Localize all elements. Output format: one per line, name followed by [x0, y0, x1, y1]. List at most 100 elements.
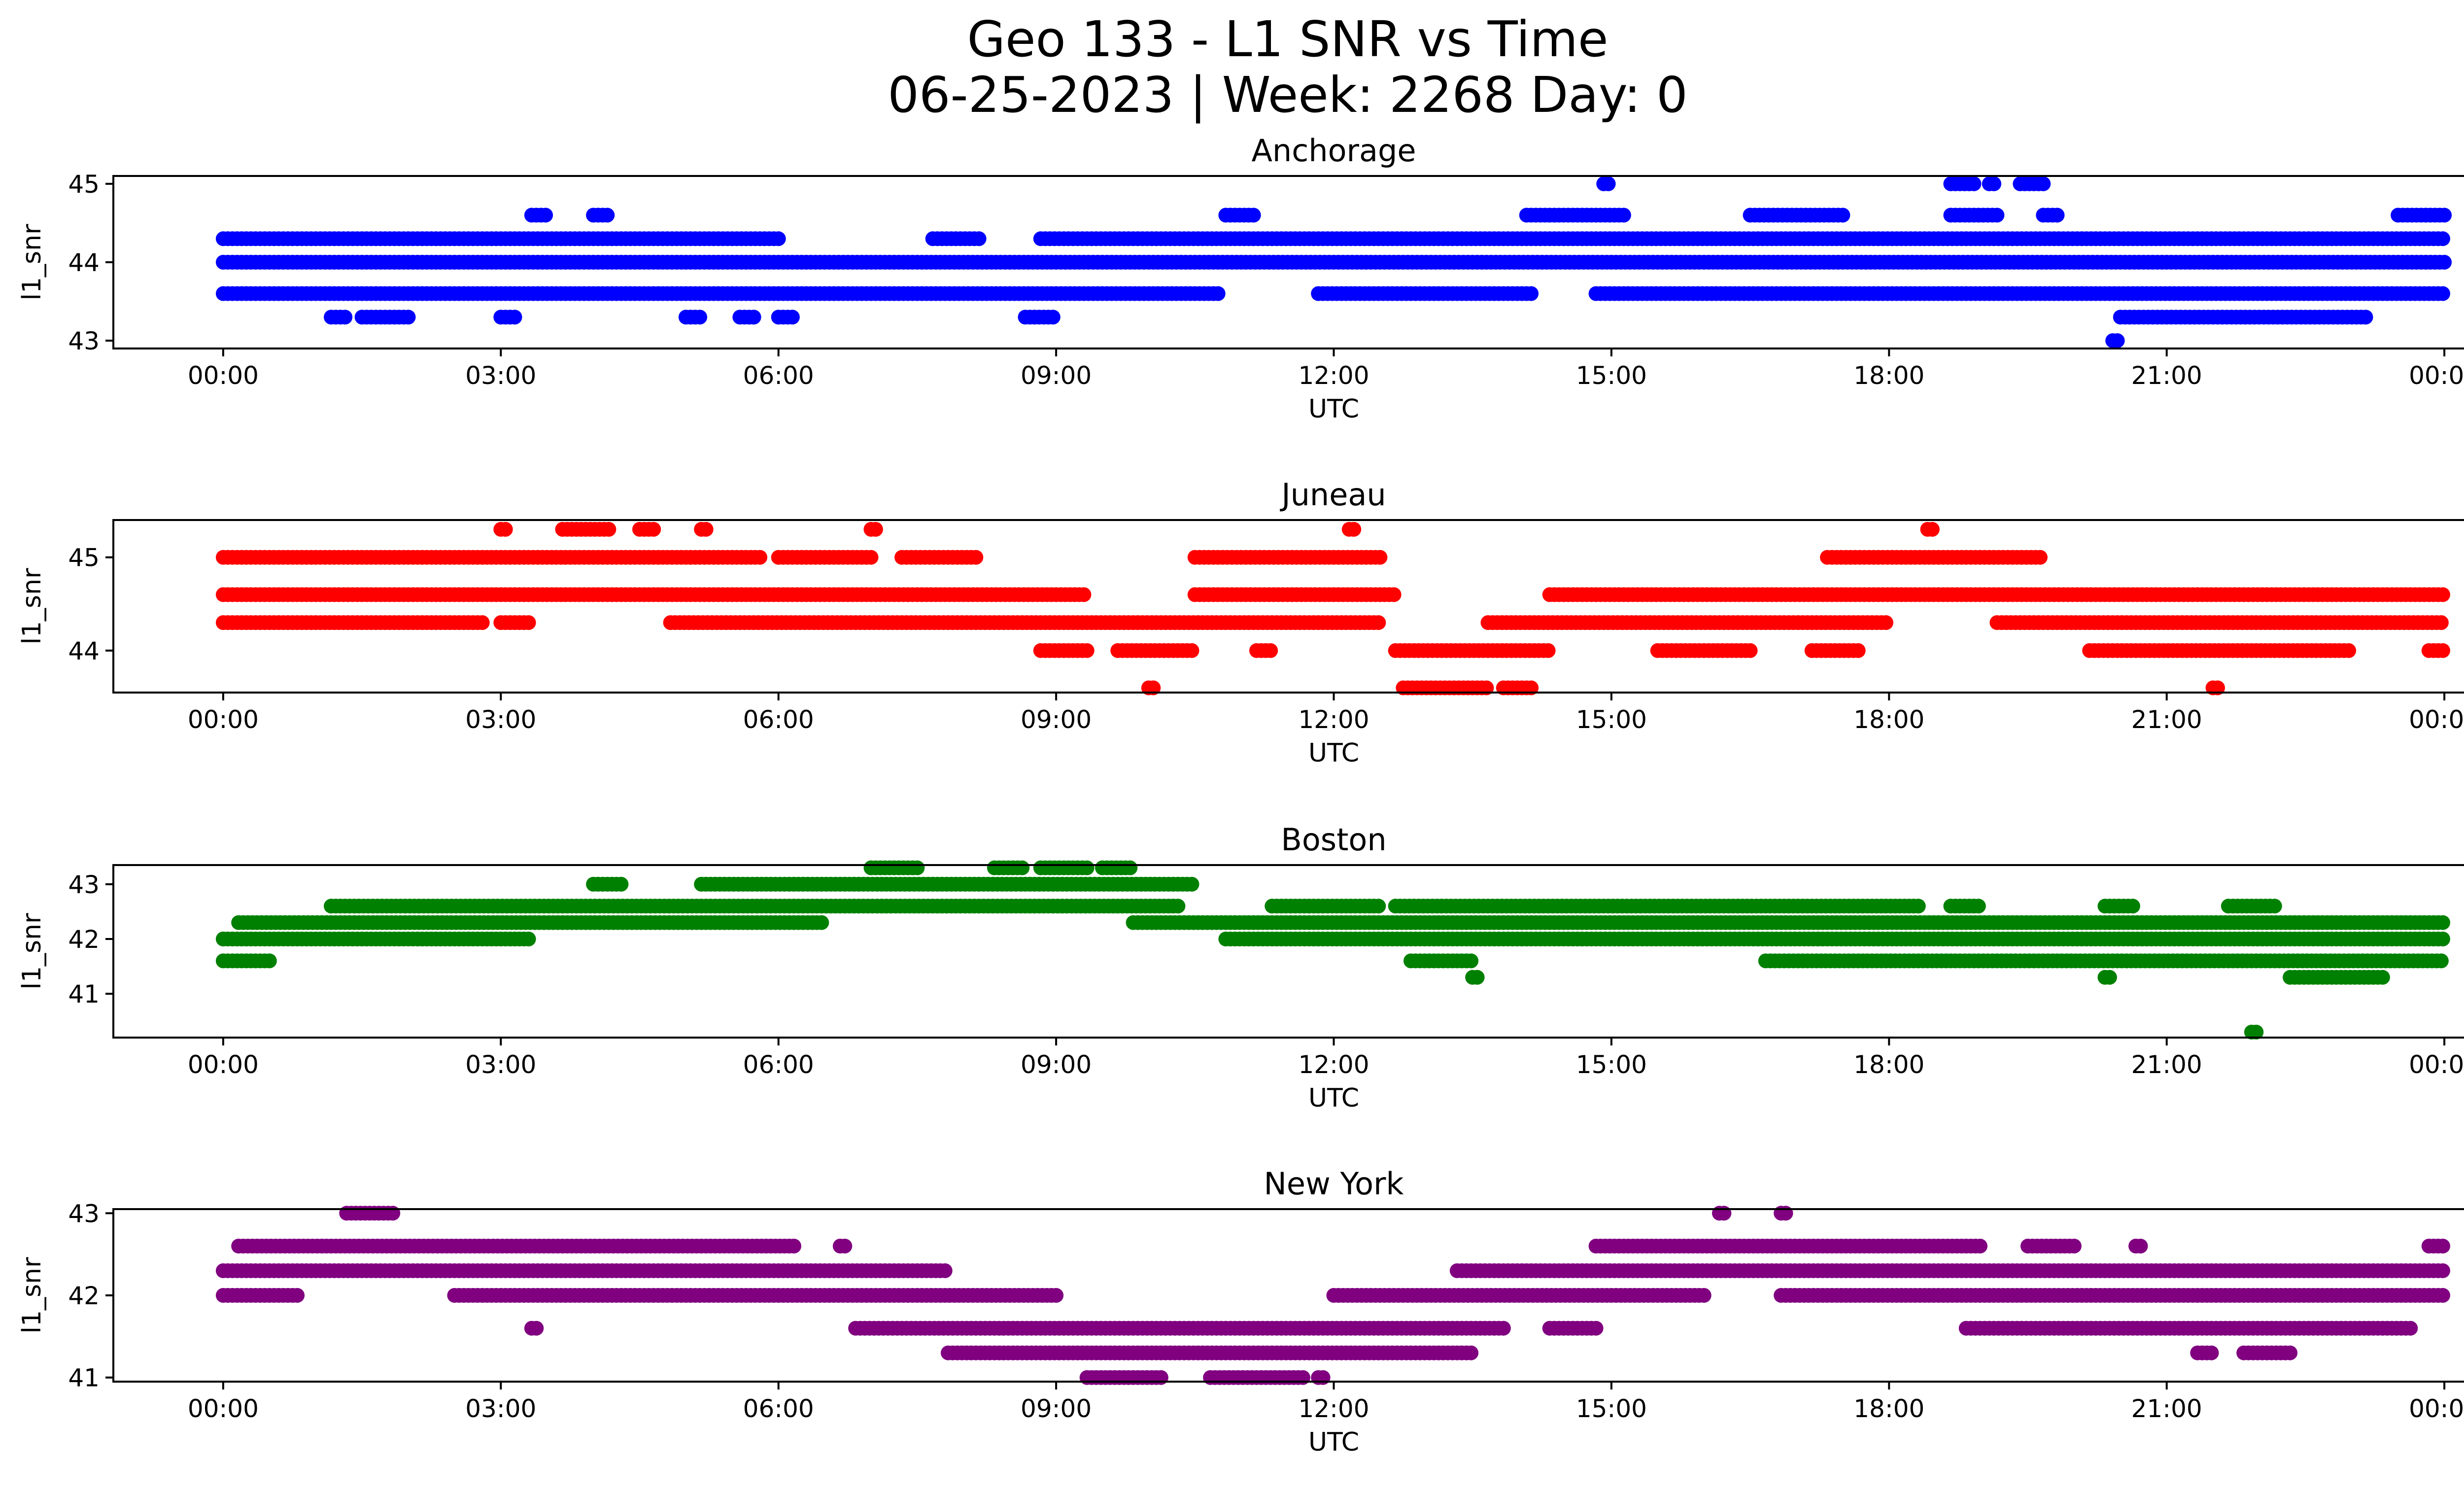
y-axis-label: l1_snr — [17, 224, 47, 301]
data-point — [1850, 643, 1866, 658]
data-point — [498, 522, 513, 537]
data-point — [1079, 643, 1095, 658]
x-tick-label: 06:00 — [743, 1050, 814, 1079]
axes-frame — [112, 864, 2464, 1039]
data-point — [937, 1263, 953, 1278]
data-point — [753, 550, 768, 565]
data-point — [2125, 899, 2140, 914]
x-tick-label: 00:00 — [188, 705, 259, 734]
data-point — [646, 522, 661, 537]
data-point — [1601, 176, 1616, 191]
x-tick-label: 15:00 — [1576, 1050, 1647, 1079]
x-axis-label: UTC — [1308, 394, 1359, 424]
data-point — [1743, 643, 1758, 658]
data-point — [2375, 970, 2390, 985]
data-point — [698, 522, 714, 537]
x-tick-label: 15:00 — [1576, 705, 1647, 734]
data-point — [401, 310, 416, 325]
data-point — [1971, 899, 1986, 914]
data-point — [2437, 255, 2452, 270]
x-tick-label: 06:00 — [743, 361, 814, 390]
y-tick-label: 42 — [68, 925, 100, 954]
y-tick-label: 43 — [68, 327, 100, 355]
x-tick-label: 03:00 — [465, 361, 536, 390]
x-tick-label: 00:00 — [2409, 705, 2464, 734]
data-point — [1263, 643, 1278, 658]
data-point — [1966, 176, 1982, 191]
data-point — [521, 932, 536, 946]
data-point — [475, 615, 490, 630]
data-point — [1696, 1288, 1711, 1303]
data-point — [2435, 587, 2450, 602]
data-point — [910, 860, 925, 875]
subplot-title: New York — [1264, 1166, 1404, 1202]
data-point — [507, 310, 522, 325]
x-tick-label: 09:00 — [1021, 1050, 1092, 1079]
axes-frame — [112, 519, 2464, 694]
figure-title-line-2: 06-25-2023 | Week: 2268 Day: 0 — [888, 66, 1688, 124]
y-tick-label: 43 — [68, 870, 100, 899]
data-point — [2036, 176, 2051, 191]
x-tick-label: 00:00 — [2409, 1050, 2464, 1079]
data-point — [538, 208, 553, 223]
x-tick-label: 00:00 — [188, 361, 259, 390]
subplot-title: Anchorage — [1251, 133, 1416, 169]
data-point — [1464, 953, 1479, 969]
data-point — [863, 550, 879, 565]
figure-title-line-1: Geo 133 - L1 SNR vs Time — [967, 10, 1608, 68]
data-point — [1879, 615, 1893, 630]
y-tick-label: 44 — [68, 637, 100, 665]
subplot-title: Juneau — [1279, 477, 1386, 513]
data-point — [2033, 550, 2048, 565]
data-point — [2435, 643, 2450, 658]
data-point — [814, 915, 829, 930]
data-point — [968, 550, 984, 565]
data-point — [2267, 899, 2282, 914]
data-point — [1371, 899, 1386, 914]
data-point — [2437, 208, 2452, 223]
data-point — [2110, 333, 2125, 348]
x-tick-label: 18:00 — [1853, 705, 1924, 734]
data-point — [2050, 208, 2065, 223]
x-tick-label: 00:00 — [2409, 361, 2464, 390]
data-point — [1616, 208, 1631, 223]
data-point — [1346, 522, 1362, 537]
data-point — [2435, 231, 2450, 246]
data-point — [1045, 310, 1061, 325]
data-point — [1184, 876, 1199, 892]
data-point — [600, 208, 615, 223]
data-point — [262, 953, 277, 969]
data-points — [215, 522, 2450, 695]
x-tick-label: 12:00 — [1298, 1050, 1369, 1079]
data-point — [785, 310, 800, 325]
data-point — [1924, 522, 1940, 537]
data-point — [1076, 587, 1092, 602]
x-tick-label: 18:00 — [1853, 1050, 1924, 1079]
data-point — [771, 231, 786, 246]
x-tick-label: 12:00 — [1298, 705, 1369, 734]
data-point — [1123, 860, 1138, 875]
x-tick-label: 03:00 — [465, 705, 536, 734]
data-point — [1372, 550, 1388, 565]
data-point — [521, 615, 536, 630]
data-point — [1386, 587, 1402, 602]
data-point — [1184, 643, 1199, 658]
data-point — [1049, 1288, 1064, 1303]
data-point — [971, 231, 987, 246]
data-point — [868, 522, 883, 537]
data-points — [215, 1206, 2450, 1385]
x-tick-label: 15:00 — [1576, 361, 1647, 390]
data-point — [601, 522, 616, 537]
y-tick-label: 41 — [68, 980, 100, 1008]
x-tick-label: 09:00 — [1021, 705, 1092, 734]
data-point — [1835, 208, 1850, 223]
data-point — [1371, 615, 1386, 630]
data-point — [1210, 286, 1226, 301]
data-point — [746, 310, 761, 325]
data-point — [1246, 208, 1261, 223]
data-point — [2102, 970, 2117, 985]
